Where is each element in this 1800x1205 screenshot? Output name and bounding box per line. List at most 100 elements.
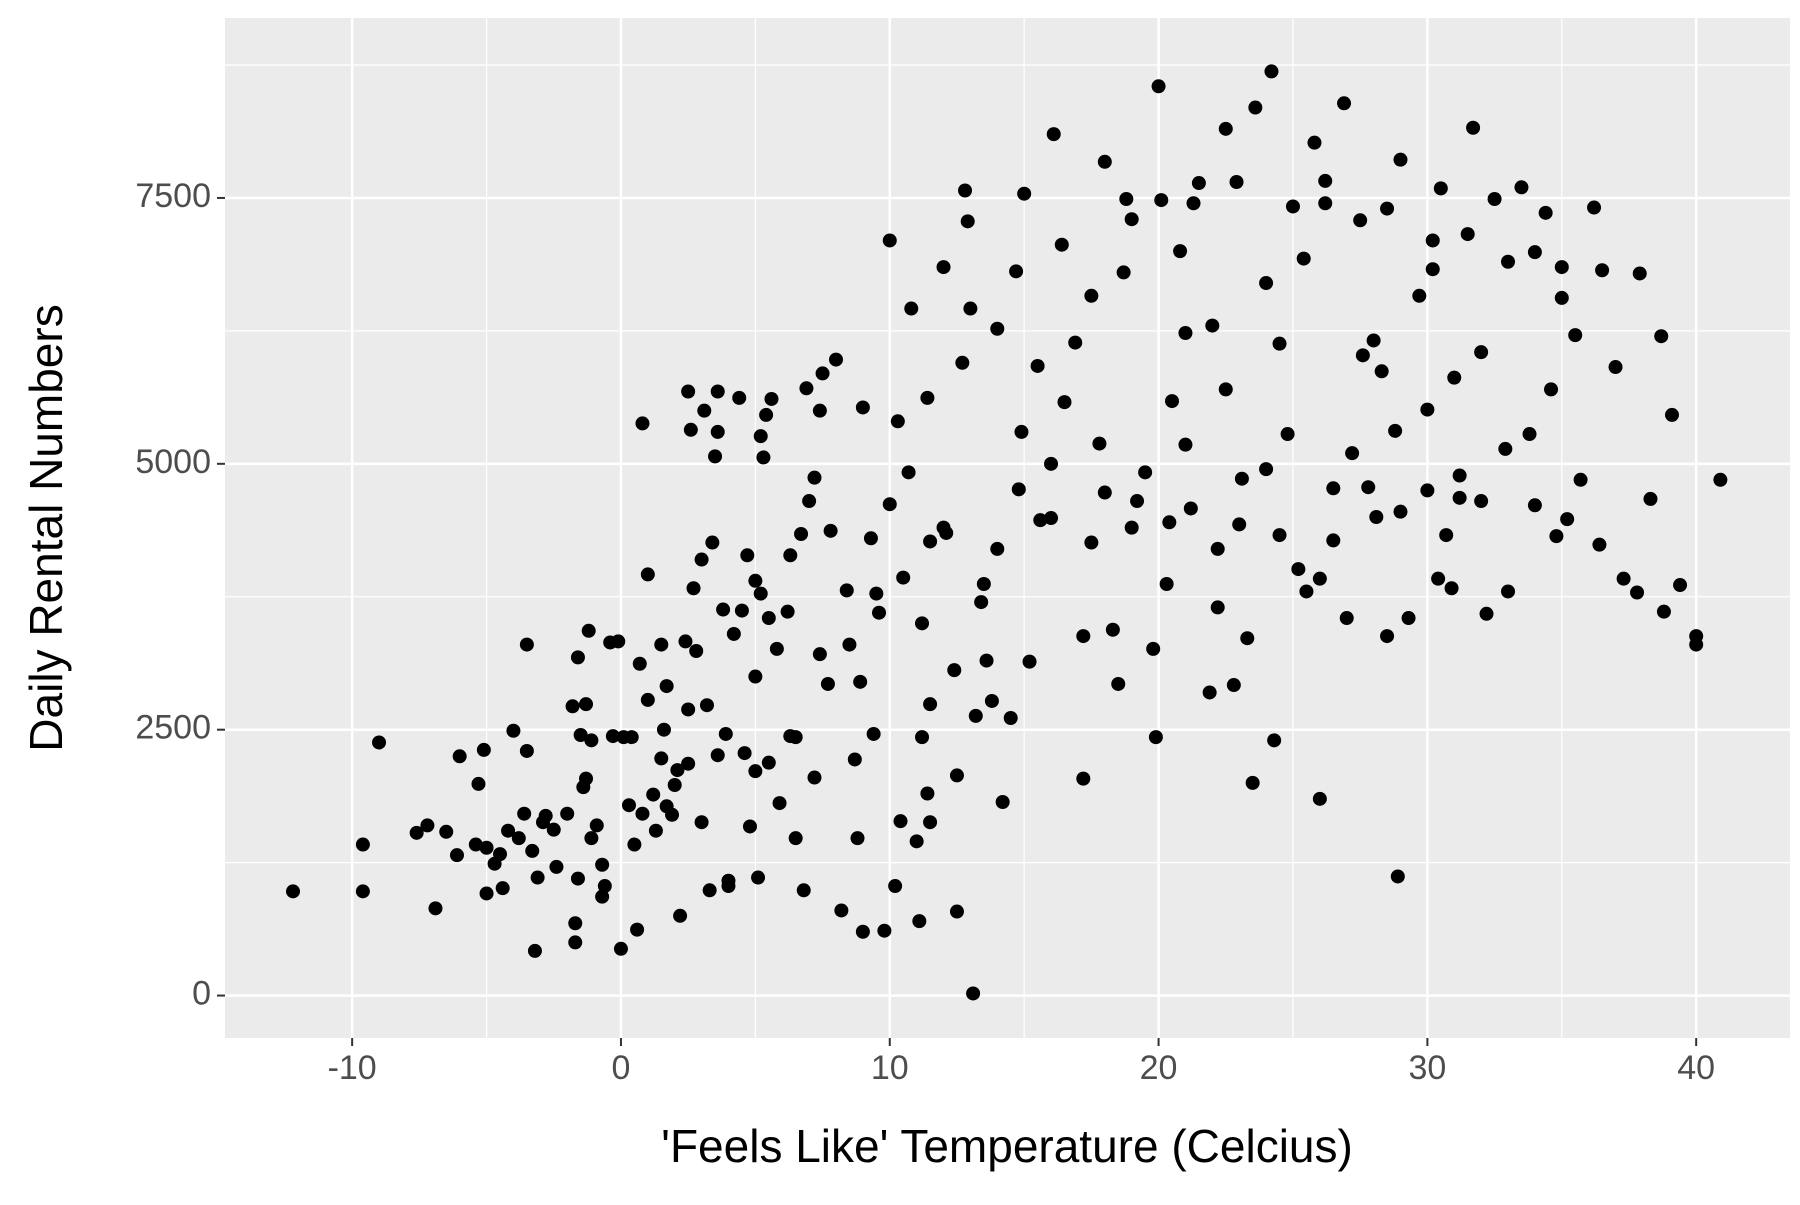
point [764, 391, 779, 406]
point [769, 641, 784, 656]
point [788, 831, 803, 846]
point [1326, 481, 1341, 496]
point [815, 366, 830, 381]
point [866, 726, 881, 741]
point [794, 527, 809, 542]
point [511, 831, 526, 846]
point [665, 807, 680, 822]
point [1433, 181, 1448, 196]
point [1084, 288, 1099, 303]
point [1159, 576, 1174, 591]
point [1474, 345, 1489, 360]
point [1353, 213, 1368, 228]
point [1573, 472, 1588, 487]
point [896, 570, 911, 585]
point [681, 702, 696, 717]
point [1076, 771, 1091, 786]
point [1393, 152, 1408, 167]
point [611, 634, 626, 649]
point [1116, 265, 1131, 280]
point [501, 823, 516, 838]
point [613, 941, 628, 956]
point [966, 986, 981, 1001]
point [802, 494, 817, 509]
point [984, 693, 999, 708]
point [710, 384, 725, 399]
point [530, 870, 545, 885]
point [756, 450, 771, 465]
point [681, 384, 696, 399]
point [1390, 869, 1405, 884]
point [1487, 192, 1502, 207]
point [753, 429, 768, 444]
point [872, 605, 887, 620]
point [1248, 100, 1263, 115]
point [710, 424, 725, 439]
point [1296, 251, 1311, 266]
point [1291, 562, 1306, 577]
point [581, 623, 596, 638]
point [721, 873, 736, 888]
point [1044, 456, 1059, 471]
x-tick-label: 0 [611, 1049, 630, 1087]
point [1366, 333, 1381, 348]
point [1264, 64, 1279, 79]
point [597, 879, 612, 894]
point [517, 806, 532, 821]
point [1014, 424, 1029, 439]
point [904, 301, 919, 316]
point [1151, 79, 1166, 94]
point [936, 260, 951, 275]
point [920, 390, 935, 405]
point [659, 679, 674, 694]
point [1097, 485, 1112, 500]
point [1326, 533, 1341, 548]
point [1444, 581, 1459, 596]
point [1554, 260, 1569, 275]
point [915, 616, 930, 631]
point [1178, 326, 1193, 341]
point [726, 626, 741, 641]
point [595, 857, 610, 872]
point [901, 465, 916, 480]
point [1046, 127, 1061, 142]
plot-panel [225, 18, 1790, 1038]
point [1186, 196, 1201, 211]
point [694, 552, 709, 567]
point [1240, 631, 1255, 646]
point [888, 879, 903, 894]
point [1259, 462, 1274, 477]
point [624, 730, 639, 745]
point [1380, 201, 1395, 216]
point [1097, 154, 1112, 169]
point [355, 884, 370, 899]
point [1339, 611, 1354, 626]
point [479, 886, 494, 901]
point [697, 403, 712, 418]
point [783, 548, 798, 563]
point [1272, 528, 1287, 543]
point [538, 808, 553, 823]
point [286, 884, 301, 899]
point [947, 663, 962, 678]
point [570, 871, 585, 886]
point [1630, 585, 1645, 600]
point [1318, 173, 1333, 188]
point [807, 470, 822, 485]
point [1474, 494, 1489, 509]
point [1643, 491, 1658, 506]
point [995, 795, 1010, 810]
point [1229, 174, 1244, 189]
point [1452, 468, 1467, 483]
point [909, 834, 924, 849]
point [355, 837, 370, 852]
point [820, 676, 835, 691]
point [646, 787, 661, 802]
point [1337, 96, 1352, 111]
point [949, 768, 964, 783]
point [635, 416, 650, 431]
point [742, 819, 757, 834]
point [1393, 504, 1408, 519]
point [1713, 472, 1728, 487]
y-tick-label: 5000 [135, 443, 211, 481]
